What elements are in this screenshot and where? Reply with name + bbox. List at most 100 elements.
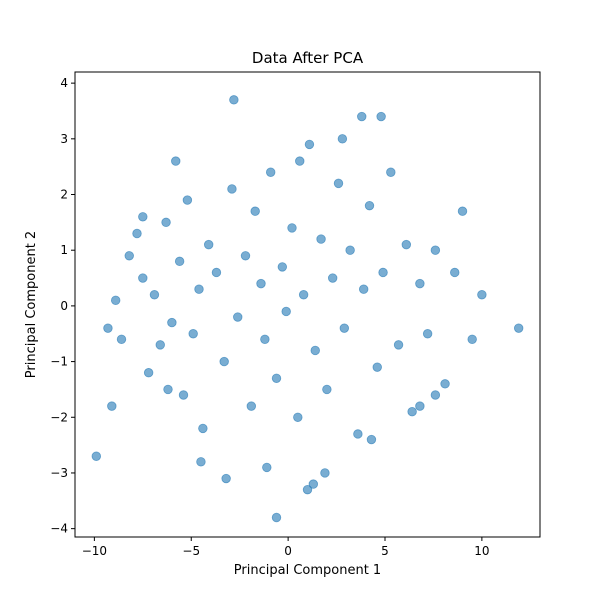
x-tick-label: 0 xyxy=(284,544,292,558)
scatter-point xyxy=(415,278,425,289)
scatter-point xyxy=(295,156,305,166)
scatter-point xyxy=(316,234,326,244)
scatter-point xyxy=(513,323,524,333)
y-tick-label: −4 xyxy=(50,522,68,536)
y-tick-label: −1 xyxy=(50,355,68,369)
scatter-point xyxy=(138,273,148,283)
scatter-point xyxy=(221,473,231,484)
scatter-point xyxy=(277,262,288,272)
scatter-point xyxy=(339,323,350,333)
plot-area xyxy=(75,72,540,537)
scatter-point xyxy=(138,212,148,222)
scatter-point xyxy=(227,184,237,194)
scatter-point xyxy=(366,434,377,445)
scatter-point xyxy=(167,317,177,328)
y-tick-label: 0 xyxy=(60,299,68,313)
scatter-point xyxy=(178,390,189,400)
scatter-point xyxy=(415,401,425,411)
scatter-point xyxy=(198,423,208,434)
scatter-point xyxy=(345,245,355,255)
scatter-point xyxy=(219,356,229,367)
scatter-point xyxy=(372,362,382,372)
y-tick-label: 3 xyxy=(60,132,68,146)
scatter-point xyxy=(333,178,344,189)
scatter-point xyxy=(246,401,257,411)
scatter-point xyxy=(357,111,367,122)
axes-frame xyxy=(74,71,541,538)
y-tick-label: 1 xyxy=(60,243,68,257)
scatter-point xyxy=(302,484,313,495)
scatter-point xyxy=(281,306,291,317)
scatter-point xyxy=(304,139,315,150)
scatter-point xyxy=(260,334,270,345)
scatter-point xyxy=(196,457,206,467)
scatter-point xyxy=(194,284,204,294)
scatter-point xyxy=(378,267,388,278)
scatter-point xyxy=(250,206,260,216)
scatter-point xyxy=(401,239,412,250)
scatter-point xyxy=(229,95,239,105)
scatter-point xyxy=(163,384,173,395)
scatter-point xyxy=(174,256,185,267)
y-tick-label: 2 xyxy=(60,188,68,202)
scatter-point xyxy=(110,295,121,306)
scatter-point xyxy=(467,334,477,345)
scatter-point xyxy=(155,340,165,350)
x-tick-label: 5 xyxy=(381,544,389,558)
y-axis-label: Principal Component 2 xyxy=(24,231,39,378)
x-axis-ticks: −10 −5 0 5 10 xyxy=(82,537,490,558)
scatter-point xyxy=(91,451,102,461)
scatter-point xyxy=(188,329,198,339)
scatter-point xyxy=(310,345,320,356)
scatter-point xyxy=(320,468,330,478)
scatter-point xyxy=(293,412,303,422)
scatter-point xyxy=(265,167,276,177)
scatter-point xyxy=(337,134,348,144)
scatter-point xyxy=(457,206,468,216)
scatter-point xyxy=(262,462,272,473)
scatter-point xyxy=(430,245,441,255)
scatter-point xyxy=(308,479,319,489)
scatter-point xyxy=(358,284,369,294)
scatter-point xyxy=(327,273,338,283)
x-axis-label: Principal Component 1 xyxy=(234,563,381,578)
scatter-point xyxy=(271,373,282,383)
scatter-point xyxy=(440,379,450,389)
scatter-point xyxy=(240,251,251,261)
y-tick-label: −2 xyxy=(50,410,68,424)
scatter-point xyxy=(233,312,243,322)
scatter-point xyxy=(132,228,142,239)
scatter-point xyxy=(149,290,160,300)
x-tick-label: 10 xyxy=(474,544,489,558)
scatter-point xyxy=(386,167,396,177)
scatter-point xyxy=(211,267,222,278)
scatter-point xyxy=(450,267,460,278)
points-layer xyxy=(91,95,524,523)
scatter-point xyxy=(430,390,441,400)
scatter-point xyxy=(107,401,117,411)
x-tick-label: −5 xyxy=(182,544,200,558)
scatter-point xyxy=(376,111,386,122)
y-tick-label: 4 xyxy=(60,76,68,90)
scatter-point xyxy=(203,239,214,250)
scatter-point xyxy=(422,329,433,339)
scatter-point xyxy=(393,340,404,350)
scatter-point xyxy=(256,278,266,289)
scatter-point xyxy=(116,334,127,345)
scatter-point xyxy=(161,217,171,228)
x-tick-label: −10 xyxy=(82,544,107,558)
scatter-point xyxy=(171,156,181,166)
chart-title: Data After PCA xyxy=(252,49,364,67)
scatter-point xyxy=(298,290,309,300)
y-axis-ticks: −4 −3 −2 −1 0 1 2 3 4 xyxy=(50,76,75,536)
scatter-point xyxy=(182,195,193,205)
scatter-point xyxy=(103,323,113,333)
scatter-point xyxy=(407,407,417,417)
scatter-point xyxy=(322,384,332,395)
scatter-point xyxy=(124,251,134,261)
y-tick-label: −3 xyxy=(50,466,68,480)
scatter-point xyxy=(143,368,154,378)
scatter-point xyxy=(353,429,363,439)
scatter-point xyxy=(364,200,375,211)
